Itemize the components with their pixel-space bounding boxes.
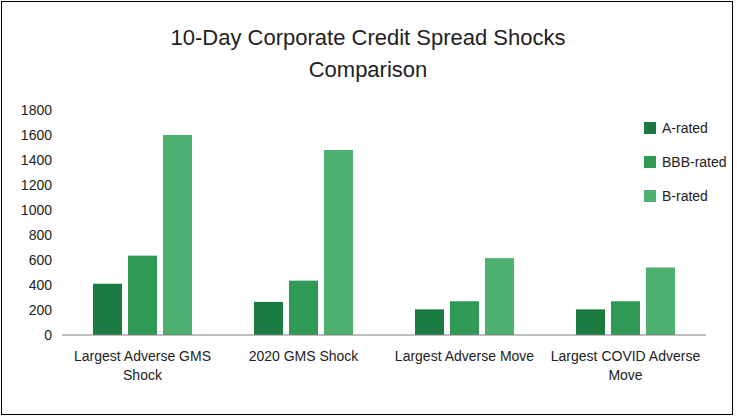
bar xyxy=(254,302,283,335)
tick-mark xyxy=(59,160,62,161)
y-tick-label: 1400 xyxy=(21,152,52,168)
bar xyxy=(128,256,157,335)
chart: 10-Day Corporate Credit Spread Shocks Co… xyxy=(0,0,737,419)
bar xyxy=(611,301,640,335)
x-tick-label: 2020 GMS Shock xyxy=(229,347,379,366)
tick-mark xyxy=(59,185,62,186)
tick-mark xyxy=(59,335,62,336)
bars xyxy=(93,135,675,335)
bar xyxy=(163,135,192,335)
y-tick-label: 600 xyxy=(29,252,53,268)
legend-label: A-rated xyxy=(662,120,708,136)
y-tick-label: 0 xyxy=(44,327,52,343)
legend-label: B-rated xyxy=(662,188,708,204)
legend-swatch xyxy=(644,190,656,202)
bar xyxy=(576,309,605,335)
y-tick-label: 1600 xyxy=(21,127,52,143)
bar xyxy=(324,150,353,335)
tick-mark xyxy=(59,235,62,236)
y-tick-label: 1200 xyxy=(21,177,52,193)
x-axis xyxy=(62,335,706,336)
bar xyxy=(289,281,318,335)
tick-mark xyxy=(59,210,62,211)
tick-mark xyxy=(59,110,62,111)
tick-mark xyxy=(59,310,62,311)
legend: A-rated BBB-rated B-rated xyxy=(644,120,727,204)
x-tick-label: Largest Adverse Move xyxy=(390,347,540,366)
tick-mark xyxy=(59,135,62,136)
tick-mark xyxy=(59,260,62,261)
x-tick-label: Largest Adverse GMS Shock xyxy=(68,347,218,385)
legend-swatch xyxy=(644,122,656,134)
bar xyxy=(485,258,514,335)
y-tick-label: 800 xyxy=(29,227,53,243)
x-tick-label: Largest COVID Adverse Move xyxy=(551,347,701,385)
bar xyxy=(415,309,444,335)
y-tick-label: 200 xyxy=(29,302,53,318)
bar xyxy=(93,284,122,335)
y-tick-label: 400 xyxy=(29,277,53,293)
bar xyxy=(450,301,479,335)
bar xyxy=(646,268,675,336)
tick-mark xyxy=(59,285,62,286)
y-tick-label: 1800 xyxy=(21,102,52,118)
legend-label: BBB-rated xyxy=(662,154,727,170)
title: 10-Day Corporate Credit Spread Shocks Co… xyxy=(158,22,578,86)
y-tick-label: 1000 xyxy=(21,202,52,218)
legend-swatch xyxy=(644,156,656,168)
